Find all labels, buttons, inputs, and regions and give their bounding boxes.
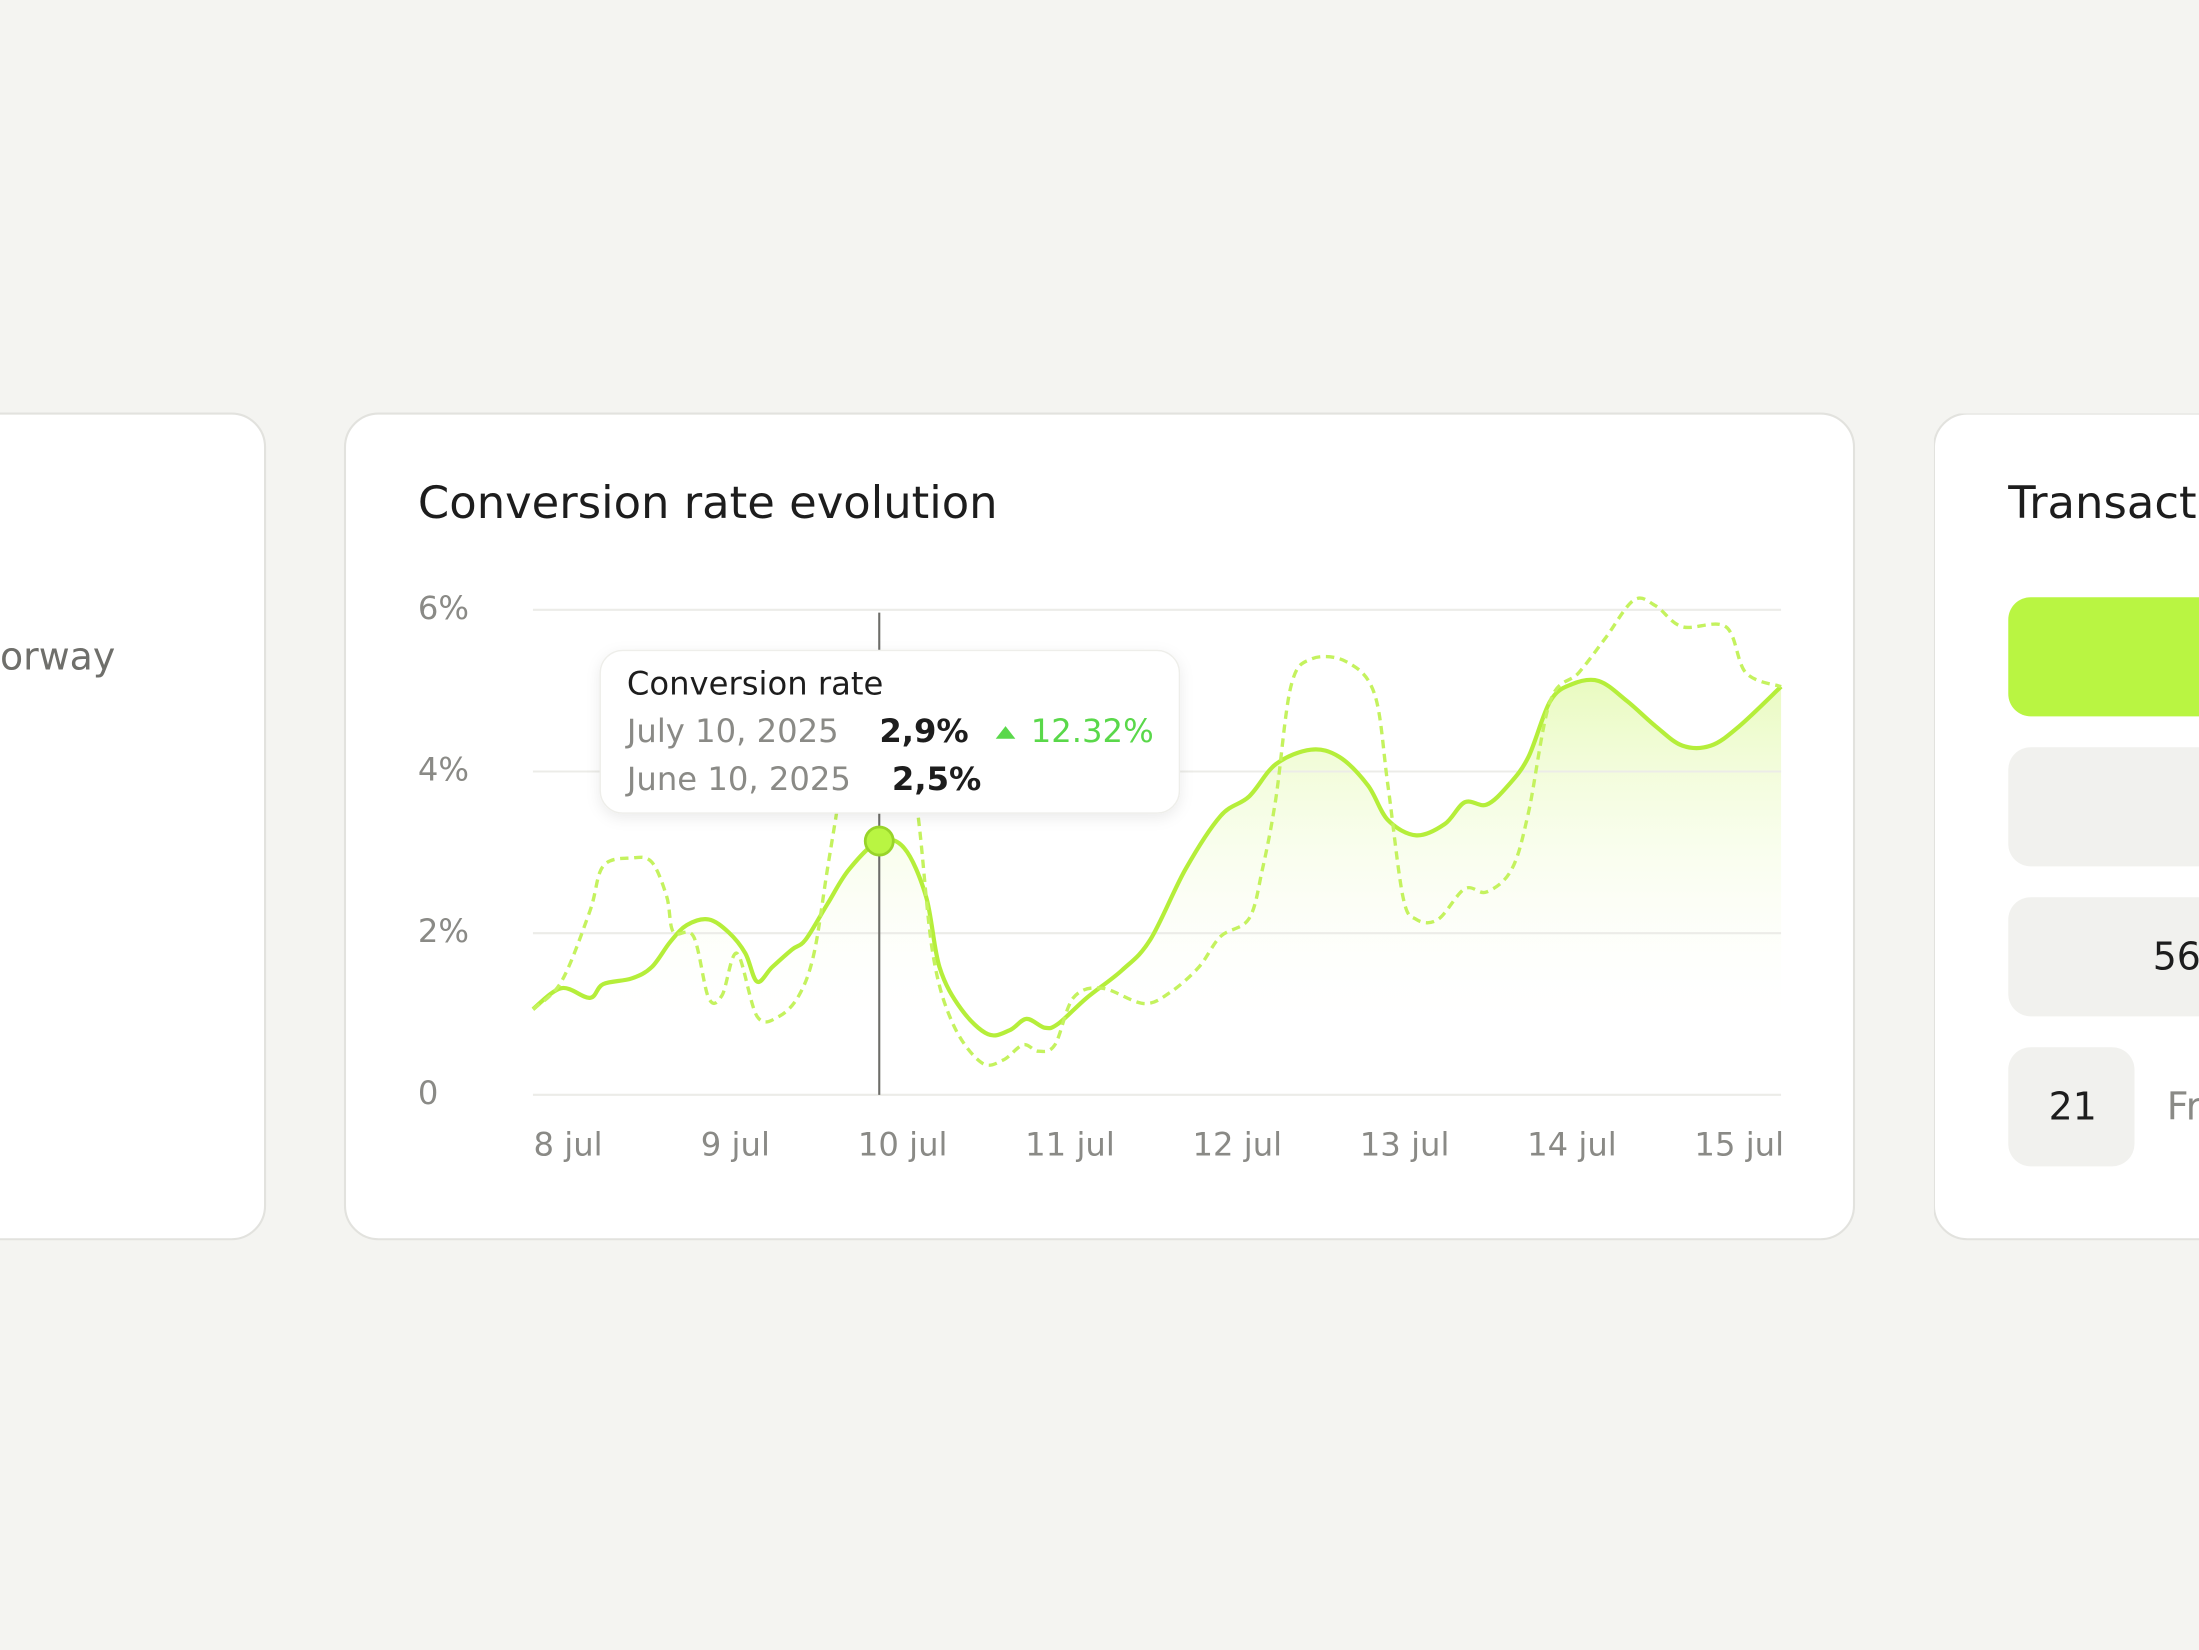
tooltip-value: 2,5% [892, 760, 981, 798]
area [532, 679, 1782, 1095]
row[interactable] [2008, 897, 2199, 1017]
x-tick-label: 8 jul [533, 1126, 602, 1164]
day: 21 [2049, 1084, 2097, 1128]
left-card [0, 412, 267, 1241]
tooltip-value: 2,9% [879, 712, 968, 750]
plot: 0 2% 4% 6% 8 jul 9 jul 10 jul 11 jul 12 jul 13 ju… [418, 589, 1784, 1164]
x-tick-label: 12 jul [1192, 1126, 1282, 1164]
trend-up-icon [995, 726, 1016, 739]
series-line [531, 677, 1783, 1038]
series-line [531, 596, 1782, 1067]
row-value: 56 [2153, 934, 2199, 978]
tooltip-date: July 10, 2025 [625, 712, 839, 750]
right-card: Transact 56 21 Fr [1933, 413, 2199, 1241]
x-tick-label: 15 jul [1694, 1126, 1784, 1164]
tooltip-change: 12.32% [1031, 712, 1154, 750]
x-tick-label: 11 jul [1025, 1126, 1115, 1164]
y-tick-label: 4% [418, 750, 469, 788]
highlight-bar[interactable] [2008, 597, 2199, 717]
country-label: orway [0, 634, 115, 678]
chart-title: Conversion rate evolution [418, 476, 998, 529]
row[interactable] [2008, 747, 2199, 867]
day-box[interactable] [2008, 1047, 2135, 1167]
hover-point [863, 825, 895, 857]
right-card-title: Transact [2007, 476, 2196, 529]
x-tick-label: 13 jul [1360, 1126, 1450, 1164]
y-tick-label: 0 [418, 1074, 439, 1112]
y-tick-label: 6% [418, 589, 469, 627]
tooltip-title: Conversion rate [627, 665, 884, 703]
x-tick-label: 14 jul [1527, 1126, 1617, 1164]
tooltip-box [599, 649, 1181, 814]
y-tick-label: 2% [418, 912, 469, 950]
weekday: Fr [2167, 1084, 2199, 1128]
x-tick-label: 9 jul [701, 1126, 770, 1164]
tooltip: Conversion rate July 10, 2025 2,9% 12.32% Ju… [599, 649, 1181, 814]
x-tick-label: 10 jul [858, 1126, 948, 1164]
tooltip-date: June 10, 2025 [625, 760, 851, 798]
